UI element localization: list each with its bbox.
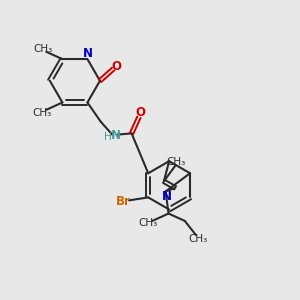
Text: CH₃: CH₃ bbox=[32, 108, 52, 118]
Text: O: O bbox=[135, 106, 146, 119]
Text: N: N bbox=[162, 190, 172, 203]
Text: O: O bbox=[112, 60, 122, 73]
Text: CH₃: CH₃ bbox=[138, 218, 157, 228]
Text: CH₃: CH₃ bbox=[167, 157, 186, 167]
Text: CH₃: CH₃ bbox=[188, 234, 207, 244]
Text: Br: Br bbox=[116, 195, 131, 208]
Text: CH₃: CH₃ bbox=[33, 44, 52, 54]
Text: N: N bbox=[83, 47, 93, 60]
Text: N: N bbox=[110, 129, 120, 142]
Text: H: H bbox=[104, 132, 112, 142]
